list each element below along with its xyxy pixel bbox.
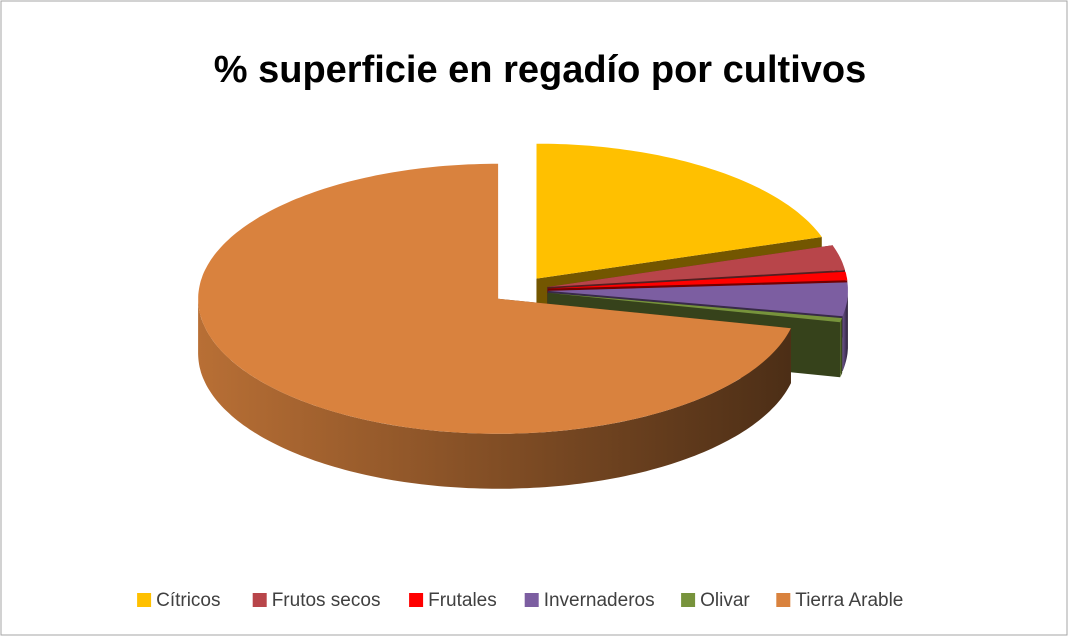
slice (547, 271, 848, 289)
slice-side (198, 298, 791, 489)
chart-title: % superficie en regadío por cultivos (214, 49, 867, 91)
legend-swatch (776, 593, 791, 607)
legend-label: Invernaderos (544, 590, 655, 611)
slice (547, 292, 843, 323)
legend-swatch (137, 593, 152, 607)
legend-label: Frutos secos (272, 590, 381, 611)
legend-swatch (524, 593, 539, 607)
legend-label: Frutales (428, 590, 497, 611)
slice (547, 282, 848, 317)
legend-swatch (252, 593, 267, 607)
legend-swatch (409, 593, 424, 607)
legend-label: Cítricos (156, 590, 220, 611)
legend-label: Tierra Arable (795, 590, 903, 611)
slice-side (842, 290, 848, 372)
slice (536, 143, 822, 279)
slice (547, 245, 845, 287)
slice-side (840, 318, 843, 378)
legend-swatch (681, 593, 696, 607)
legend-label: Olivar (700, 590, 750, 611)
slice (198, 163, 791, 434)
